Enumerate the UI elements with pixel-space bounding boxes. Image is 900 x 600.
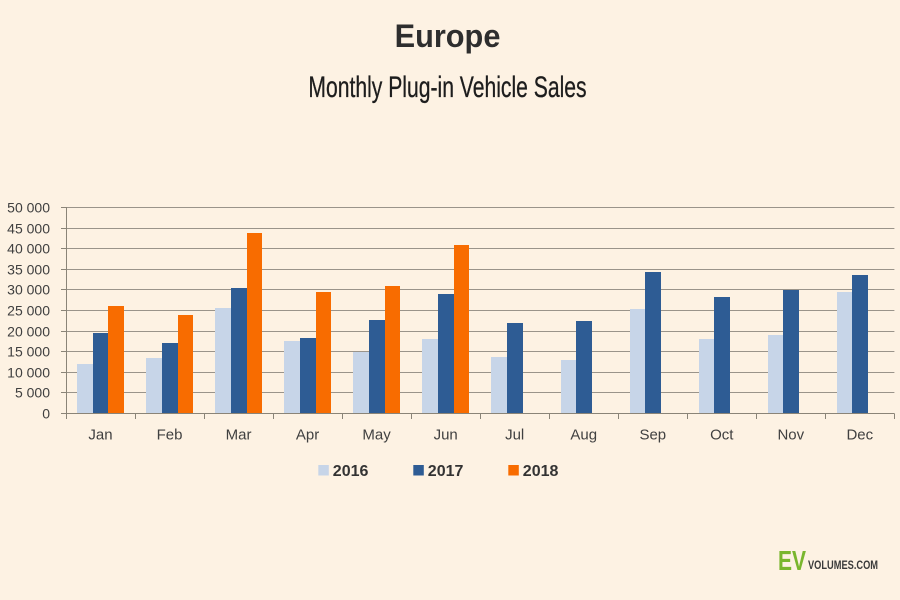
svg-text:Oct: Oct	[710, 427, 734, 444]
svg-text:Dec: Dec	[846, 427, 873, 444]
svg-text:30 000: 30 000	[7, 281, 50, 297]
svg-text:45 000: 45 000	[7, 220, 50, 236]
svg-text:Jan: Jan	[88, 427, 112, 444]
svg-text:Apr: Apr	[296, 427, 319, 444]
svg-text:35 000: 35 000	[7, 261, 50, 277]
svg-text:0: 0	[42, 405, 50, 421]
svg-text:Aug: Aug	[570, 427, 597, 444]
svg-text:Jun: Jun	[434, 427, 458, 444]
svg-text:2017: 2017	[428, 463, 464, 480]
svg-text:20 000: 20 000	[7, 323, 50, 339]
svg-text:Sep: Sep	[639, 427, 666, 444]
svg-text:2018: 2018	[523, 463, 559, 480]
svg-text:Jul: Jul	[505, 427, 524, 444]
svg-text:Nov: Nov	[777, 427, 804, 444]
svg-text:40 000: 40 000	[7, 240, 50, 256]
svg-text:50 000: 50 000	[7, 199, 50, 215]
svg-text:2016: 2016	[333, 463, 369, 480]
svg-text:Mar: Mar	[226, 427, 252, 444]
svg-text:Feb: Feb	[157, 427, 183, 444]
svg-text:5 000: 5 000	[15, 384, 50, 400]
svg-text:25 000: 25 000	[7, 302, 50, 318]
svg-text:10 000: 10 000	[7, 364, 50, 380]
svg-text:15 000: 15 000	[7, 343, 50, 359]
svg-text:May: May	[362, 427, 391, 444]
